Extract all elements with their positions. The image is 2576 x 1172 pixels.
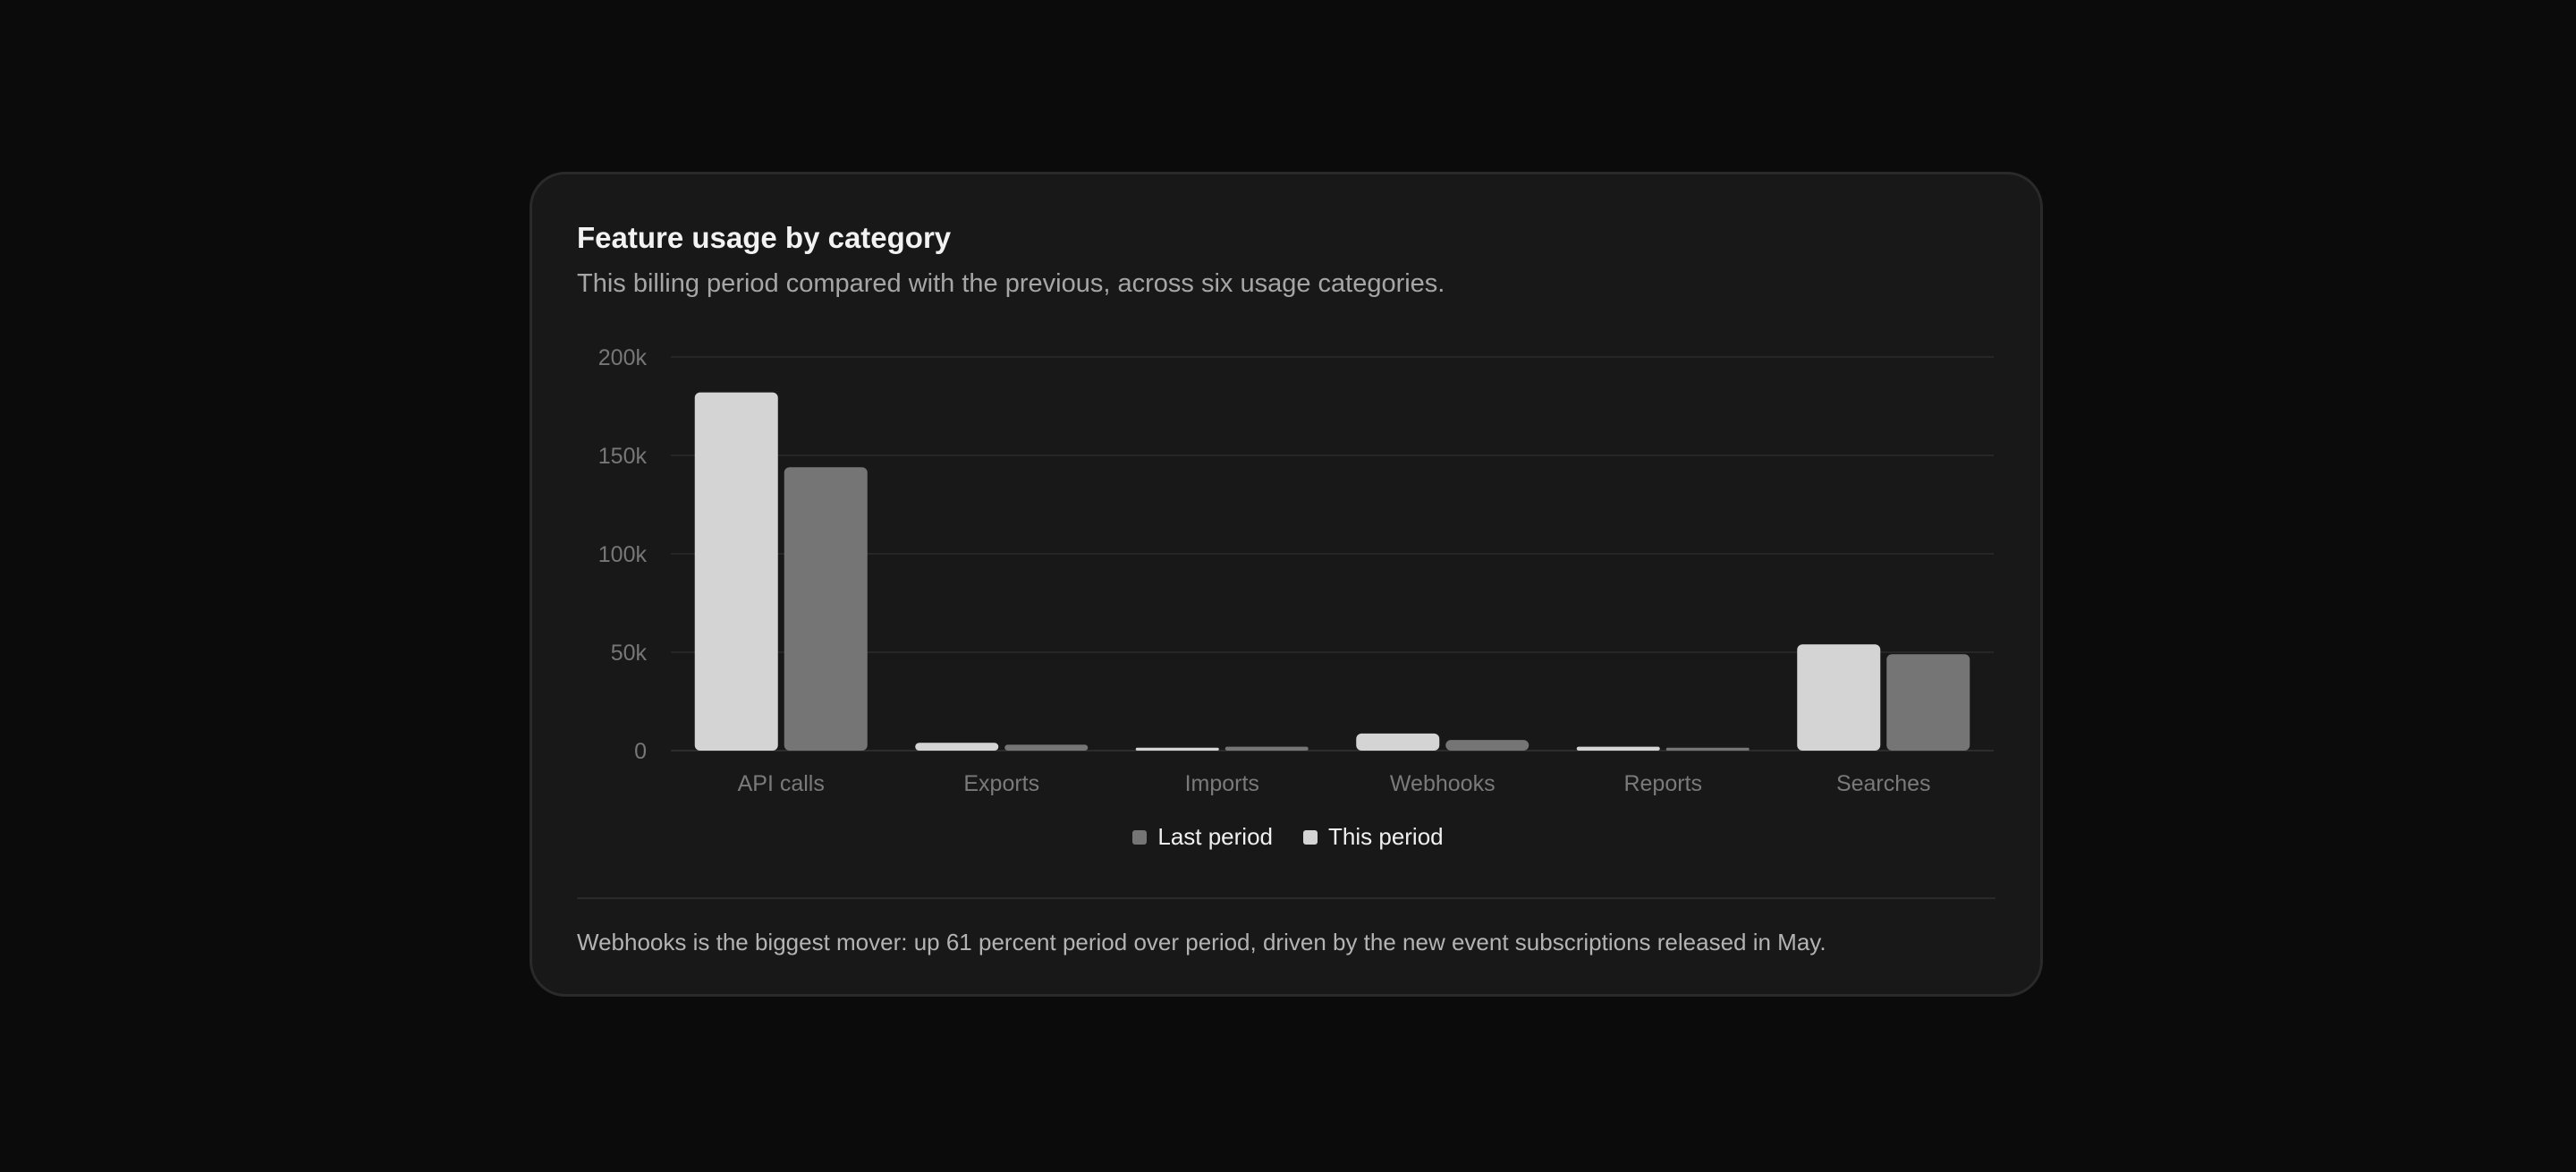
legend-label-this-period: This period xyxy=(1328,823,1444,850)
x-tick-label: API calls xyxy=(738,771,825,796)
bar-last-period xyxy=(1004,744,1089,751)
chart-subtitle: This billing period compared with the pr… xyxy=(577,269,1445,298)
legend-swatch-last-period xyxy=(1132,829,1148,845)
x-tick-label: Webhooks xyxy=(1390,771,1496,796)
x-tick-label: Searches xyxy=(1836,771,1931,796)
bar-this-period xyxy=(1797,644,1881,751)
legend-item-this-period[interactable]: This period xyxy=(1303,823,1444,851)
chart-card: Feature usage by category This billing p… xyxy=(530,172,2043,997)
chart-legend: Last period This period xyxy=(532,823,2040,851)
legend-swatch-this-period xyxy=(1303,829,1318,845)
legend-label-last-period: Last period xyxy=(1157,823,1274,850)
bar-last-period xyxy=(784,467,868,751)
chart-title: Feature usage by category xyxy=(577,221,952,254)
bar-this-period xyxy=(915,743,999,751)
bar-this-period xyxy=(694,392,778,751)
y-tick-label: 0 xyxy=(634,739,647,764)
divider xyxy=(577,897,1996,899)
y-tick-label: 50k xyxy=(611,641,648,666)
bar-this-period xyxy=(1576,746,1660,751)
bar-last-period xyxy=(1445,740,1530,751)
y-tick-label: 150k xyxy=(598,444,648,469)
bar-this-period xyxy=(1135,747,1219,751)
x-tick-label: Exports xyxy=(963,771,1039,796)
y-tick-label: 100k xyxy=(598,542,648,567)
x-tick-label: Imports xyxy=(1185,771,1259,796)
bar-last-period xyxy=(1224,746,1309,751)
chart-footnote: Webhooks is the biggest mover: up 61 per… xyxy=(577,929,1826,955)
legend-item-last-period[interactable]: Last period xyxy=(1132,823,1273,851)
bar-last-period xyxy=(1665,747,1750,751)
y-tick-label: 200k xyxy=(598,345,648,370)
x-tick-label: Reports xyxy=(1623,771,1702,796)
bar-chart: 0 50k 100k 150k 200k API calls Exports Imports W… xyxy=(598,345,1994,796)
bar-this-period xyxy=(1356,733,1440,751)
bar-last-period xyxy=(1886,654,1970,751)
